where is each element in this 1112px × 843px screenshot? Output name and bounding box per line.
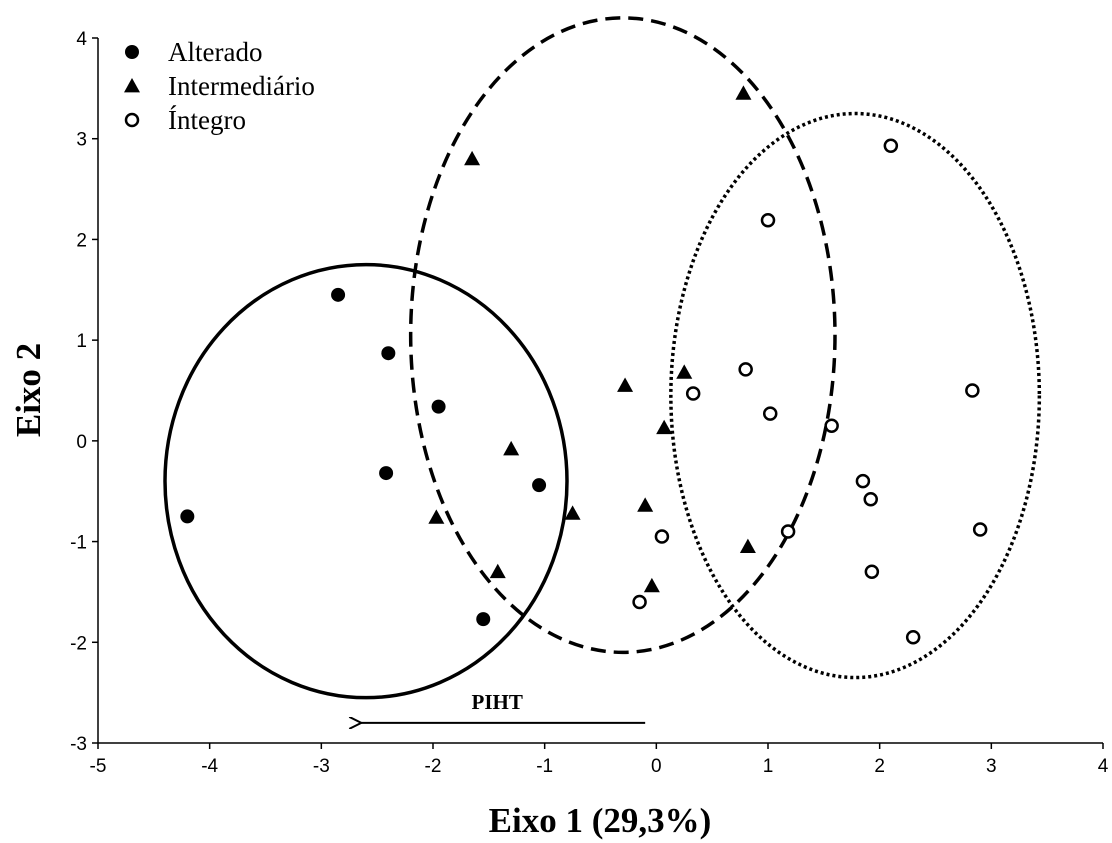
data-point-filled-triangle: [428, 509, 445, 524]
x-tick-label: 0: [651, 756, 662, 777]
data-point-open-circle: [863, 492, 878, 507]
data-point-open-circle: [685, 386, 701, 401]
data-point-open-circle: [738, 362, 753, 377]
data-point-open-circle: [824, 418, 839, 433]
ellipse-dotted: [669, 111, 1042, 680]
data-point-open-circle: [654, 529, 670, 544]
legend: Alterado Intermediário Íntegro: [124, 37, 315, 135]
x-tick-label: -1: [536, 756, 553, 777]
data-point-filled-circle: [381, 346, 396, 361]
data-point-filled-triangle: [564, 505, 581, 520]
x-tick-label: 4: [1098, 756, 1109, 777]
y-tick-label: 0: [76, 432, 87, 453]
x-tick-label: -3: [313, 756, 330, 777]
x-tick-label: 1: [763, 756, 774, 777]
data-point-filled-triangle: [735, 85, 752, 100]
piht-label: PIHT: [472, 690, 523, 714]
data-point-filled-circle: [431, 399, 446, 414]
legend-marker-filled-circle: [125, 45, 139, 59]
x-axis-title: Eixo 1 (29,3%): [489, 801, 712, 840]
data-point-filled-triangle: [464, 150, 481, 166]
y-tick-label: 1: [76, 331, 87, 352]
data-point-filled-triangle: [656, 419, 673, 435]
data-point-open-circle: [972, 522, 988, 537]
data-point-filled-triangle: [503, 440, 520, 456]
data-point-filled-circle: [379, 466, 394, 481]
x-tick-label: -4: [201, 756, 218, 777]
y-axis-title: Eixo 2: [9, 343, 48, 437]
y-tick-label: 4: [76, 29, 87, 50]
legend-label: Intermediário: [168, 71, 315, 101]
data-point-open-circle: [905, 630, 921, 645]
x-tick-label: 3: [986, 756, 997, 777]
x-tick-label: -2: [425, 756, 442, 777]
data-point-filled-triangle: [739, 538, 756, 554]
legend-label: Alterado: [168, 37, 262, 67]
y-tick-label: -1: [70, 533, 87, 554]
annotation: PIHT: [361, 690, 646, 723]
tick-layer: -5 -4 -3 -2 -1 0 1 2 3 4 -3 -2 -1 0 1 2 3 4: [70, 29, 1109, 777]
data-point-filled-triangle: [489, 563, 506, 579]
data-point-open-circle: [780, 524, 796, 539]
data-point-filled-circle: [331, 287, 346, 302]
y-tick-label: -2: [70, 633, 87, 654]
legend-marker-open-circle: [124, 112, 140, 128]
x-tick-label: -5: [90, 756, 107, 777]
data-point-filled-circle: [532, 478, 547, 493]
data-point-open-circle: [632, 594, 647, 610]
axes: [97, 38, 1103, 744]
data-point-filled-circle: [476, 612, 491, 627]
data-point-open-circle: [855, 473, 871, 489]
legend-label: Íntegro: [168, 105, 246, 135]
point-layer: [180, 85, 988, 645]
x-tick-label: 2: [874, 756, 885, 777]
y-tick-label: 3: [76, 130, 87, 151]
data-point-open-circle: [864, 564, 880, 580]
data-point-open-circle: [883, 138, 899, 154]
data-point-filled-triangle: [637, 497, 654, 512]
data-point-filled-triangle: [617, 377, 634, 392]
ellipse-dashed: [408, 16, 837, 655]
y-tick-label: 2: [76, 230, 87, 251]
data-point-filled-triangle: [643, 577, 660, 593]
data-point-filled-circle: [180, 509, 195, 524]
data-point-open-circle: [762, 406, 778, 421]
ellipse-solid: [163, 262, 569, 700]
data-point-filled-triangle: [676, 364, 693, 379]
data-point-open-circle: [965, 383, 980, 398]
y-tick-label: -3: [70, 734, 87, 755]
ellipse-layer: [163, 16, 1042, 700]
legend-marker-filled-triangle: [124, 78, 140, 93]
data-point-open-circle: [760, 213, 776, 228]
